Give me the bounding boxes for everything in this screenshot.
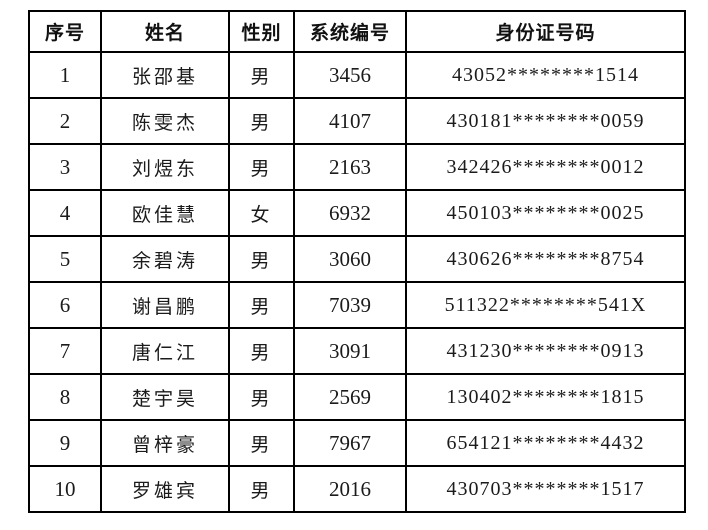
table-header: 序号 姓名 性别 系统编号 身份证号码 [28, 10, 686, 53]
system-id-cell: 7967 [293, 419, 407, 467]
table-row: 8 楚宇昊男 2569 130402********1815 [28, 373, 686, 421]
id-number-cell: 130402********1815 [405, 373, 686, 421]
gender-cell: 男 [228, 97, 295, 145]
gender-cell: 男 [228, 419, 295, 467]
system-id-cell: 3091 [293, 327, 407, 375]
gender-cell: 男 [228, 327, 295, 375]
header-row: 序号 姓名 性别 系统编号 身份证号码 [28, 10, 686, 53]
id-number-cell: 342426********0012 [405, 143, 686, 191]
table-row: 10 罗雄宾男 2016 430703********1517 [28, 465, 686, 513]
gender-cell: 男 [228, 281, 295, 329]
name-cell: 陈雯杰 [100, 97, 230, 145]
gender-cell: 男 [228, 51, 295, 99]
id-number-cell: 430626********8754 [405, 235, 686, 283]
gender-cell: 男 [228, 465, 295, 513]
name-cell: 楚宇昊 [100, 373, 230, 421]
name-cell: 欧佳慧 [100, 189, 230, 237]
system-id-cell: 3060 [293, 235, 407, 283]
table-row: 1 张邵基男 3456 43052********1514 [28, 51, 686, 99]
serial-cell: 9 [28, 419, 102, 467]
serial-cell: 8 [28, 373, 102, 421]
gender-cell: 男 [228, 373, 295, 421]
gender-cell: 男 [228, 235, 295, 283]
header-system-id: 系统编号 [293, 10, 407, 53]
system-id-cell: 6932 [293, 189, 407, 237]
serial-cell: 7 [28, 327, 102, 375]
id-number-cell: 43052********1514 [405, 51, 686, 99]
name-cell: 张邵基 [100, 51, 230, 99]
serial-cell: 3 [28, 143, 102, 191]
id-number-cell: 654121********4432 [405, 419, 686, 467]
gender-cell: 男 [228, 143, 295, 191]
serial-cell: 10 [28, 465, 102, 513]
id-number-cell: 431230********0913 [405, 327, 686, 375]
name-cell: 刘煜东 [100, 143, 230, 191]
system-id-cell: 4107 [293, 97, 407, 145]
roster-table-container: 序号 姓名 性别 系统编号 身份证号码 1 张邵基男 3456 43052******… [28, 10, 686, 513]
serial-cell: 2 [28, 97, 102, 145]
name-cell: 罗雄宾 [100, 465, 230, 513]
table-body: 1 张邵基男 3456 43052********1514 2 陈雯杰男 4107 43018… [28, 51, 686, 513]
table-row: 2 陈雯杰男 4107 430181********0059 [28, 97, 686, 145]
serial-cell: 1 [28, 51, 102, 99]
id-number-cell: 511322********541X [405, 281, 686, 329]
system-id-cell: 2016 [293, 465, 407, 513]
header-gender: 性别 [228, 10, 295, 53]
system-id-cell: 2569 [293, 373, 407, 421]
table-row: 4 欧佳慧女 6932 450103********0025 [28, 189, 686, 237]
id-number-cell: 430181********0059 [405, 97, 686, 145]
serial-cell: 6 [28, 281, 102, 329]
name-cell: 唐仁江 [100, 327, 230, 375]
header-name: 姓名 [100, 10, 230, 53]
id-number-cell: 450103********0025 [405, 189, 686, 237]
table-row: 6 谢昌鹏男 7039 511322********541X [28, 281, 686, 329]
table-row: 3 刘煜东男 2163 342426********0012 [28, 143, 686, 191]
header-id-number: 身份证号码 [405, 10, 686, 53]
header-serial: 序号 [28, 10, 102, 53]
serial-cell: 4 [28, 189, 102, 237]
gender-cell: 女 [228, 189, 295, 237]
id-number-cell: 430703********1517 [405, 465, 686, 513]
name-cell: 余碧涛 [100, 235, 230, 283]
system-id-cell: 7039 [293, 281, 407, 329]
serial-cell: 5 [28, 235, 102, 283]
name-cell: 曾梓豪 [100, 419, 230, 467]
roster-table: 序号 姓名 性别 系统编号 身份证号码 1 张邵基男 3456 43052******… [28, 10, 686, 513]
system-id-cell: 2163 [293, 143, 407, 191]
table-row: 7 唐仁江男 3091 431230********0913 [28, 327, 686, 375]
table-row: 9 曾梓豪男 7967 654121********4432 [28, 419, 686, 467]
system-id-cell: 3456 [293, 51, 407, 99]
name-cell: 谢昌鹏 [100, 281, 230, 329]
table-row: 5 余碧涛男 3060 430626********8754 [28, 235, 686, 283]
